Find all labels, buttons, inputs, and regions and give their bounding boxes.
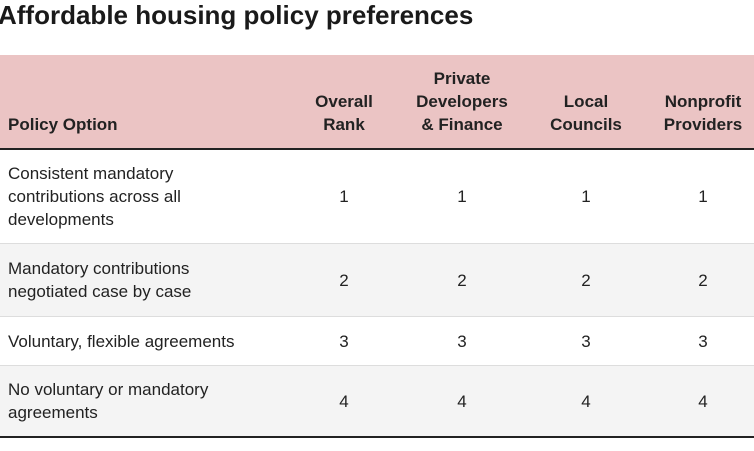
cell-text: Overall [315, 92, 373, 111]
table-cell: Mandatory contributions negotiated case b… [8, 244, 298, 316]
table-cell: 2 [402, 244, 522, 316]
header-row: Policy Option Overall Rank Private Developer… [0, 55, 754, 150]
table-cell: 4 [402, 366, 522, 436]
table-cell: Consistent mandatory contributions across… [8, 150, 298, 243]
cell-text: 2 [339, 270, 349, 290]
header-cell: Policy Option [8, 55, 298, 148]
cell-text: Providers [663, 115, 743, 134]
table-cell: 1 [284, 150, 404, 243]
cell-text: & Finance [421, 115, 503, 134]
cell-text: 3 [581, 331, 591, 351]
table-cell: 4 [284, 366, 404, 436]
cell-text: Rank [323, 115, 365, 134]
header-cell: Overall Rank [284, 55, 404, 148]
table-row: No voluntary or mandatory agreements 4 4 4 4 [0, 366, 754, 438]
table-cell: 3 [284, 317, 404, 365]
cell-text: 3 [698, 331, 708, 351]
cell-text: Local [563, 92, 609, 111]
table-cell: 2 [643, 244, 754, 316]
cell-text: 1 [698, 187, 708, 206]
cell-text: 3 [457, 331, 467, 351]
cell-text: negotiated case by case [8, 282, 192, 301]
cell-text: Consistent mandatory [8, 164, 174, 183]
cell-text: Developers [416, 92, 508, 111]
cell-text: contributions across all [8, 187, 181, 206]
header-cell: Nonprofit Providers [643, 55, 754, 148]
cell-text: 1 [581, 187, 591, 206]
header-cell: Local Councils [526, 55, 646, 148]
table-cell: 3 [526, 317, 646, 365]
cell-text: Private [433, 69, 491, 88]
cell-text: 2 [698, 270, 708, 290]
table-cell: No voluntary or mandatory agreements [8, 366, 298, 436]
cell-text: Mandatory contributions [8, 259, 190, 278]
cell-text: Voluntary, flexible agreements [8, 331, 235, 351]
table-cell: 3 [643, 317, 754, 365]
cell-text: 3 [339, 331, 349, 351]
table-row: Voluntary, flexible agreements 3 3 3 3 [0, 317, 754, 366]
cell-text: 2 [457, 270, 467, 290]
cell-text: 1 [457, 187, 467, 206]
cell-text: Councils [550, 115, 622, 134]
table-row: Mandatory contributions negotiated case b… [0, 244, 754, 317]
table-cell: 4 [526, 366, 646, 436]
cell-text: 4 [698, 391, 708, 411]
cell-text: 1 [339, 187, 349, 206]
cell-text: 4 [339, 391, 349, 411]
table-cell: 2 [284, 244, 404, 316]
cell-text: 4 [581, 391, 591, 411]
cell-text: 4 [457, 391, 467, 411]
cell-text: developments [8, 210, 114, 229]
header-cell: Private Developers & Finance [402, 55, 522, 148]
table-cell: 1 [643, 150, 754, 243]
table-cell: 1 [402, 150, 522, 243]
table-cell: 1 [526, 150, 646, 243]
cell-text: No voluntary or mandatory [8, 380, 209, 399]
table-cell: 3 [402, 317, 522, 365]
table-cell: Voluntary, flexible agreements [8, 317, 298, 365]
cell-text: agreements [8, 403, 98, 422]
title: Affordable housing policy preferences [0, 0, 474, 30]
table-cell: 2 [526, 244, 646, 316]
table-row: Consistent mandatory contributions across… [0, 150, 754, 244]
cell-text: 2 [581, 270, 591, 290]
table-cell: 4 [643, 366, 754, 436]
cell-text: Nonprofit [664, 92, 742, 111]
cell-text: Policy Option [8, 115, 118, 134]
